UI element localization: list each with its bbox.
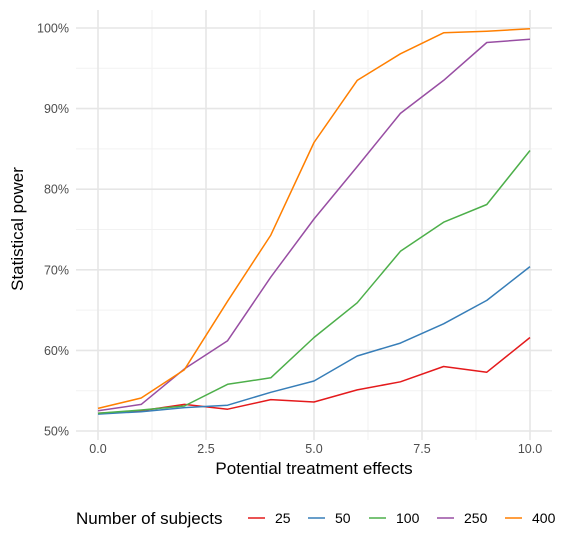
y-tick-label: 60% (44, 344, 69, 358)
x-tick-label: 0.0 (89, 442, 106, 456)
y-axis-ticks: 50% 60% 70% 80% 90% 100% (37, 22, 69, 439)
legend-title: Number of subjects (76, 509, 222, 528)
y-tick-label: 80% (44, 183, 69, 197)
y-axis-title: Statistical power (8, 167, 27, 291)
x-axis-ticks: 0.0 2.5 5.0 7.5 10.0 (89, 442, 542, 456)
x-tick-label: 7.5 (413, 442, 430, 456)
legend-label-25: 25 (275, 510, 291, 526)
legend-label-100: 100 (396, 510, 420, 526)
grid (76, 10, 552, 440)
x-tick-label: 5.0 (305, 442, 322, 456)
series-lines (97, 28, 531, 415)
x-tick-label: 10.0 (518, 442, 542, 456)
x-axis-title: Potential treatment effects (215, 459, 412, 478)
series-line-25 (97, 336, 531, 415)
y-tick-label: 100% (37, 22, 69, 36)
series-line-50 (97, 266, 531, 415)
x-tick-label: 2.5 (197, 442, 214, 456)
y-tick-label: 50% (44, 425, 69, 439)
y-tick-label: 90% (44, 102, 69, 116)
legend-label-400: 400 (532, 510, 556, 526)
legend-label-50: 50 (335, 510, 351, 526)
legend: Number of subjects 25 50 100 250 400 (76, 509, 556, 528)
series-line-250 (97, 38, 531, 412)
series-line-400 (97, 28, 531, 410)
series-line-100 (97, 150, 531, 415)
legend-label-250: 250 (464, 510, 488, 526)
y-tick-label: 70% (44, 263, 69, 277)
